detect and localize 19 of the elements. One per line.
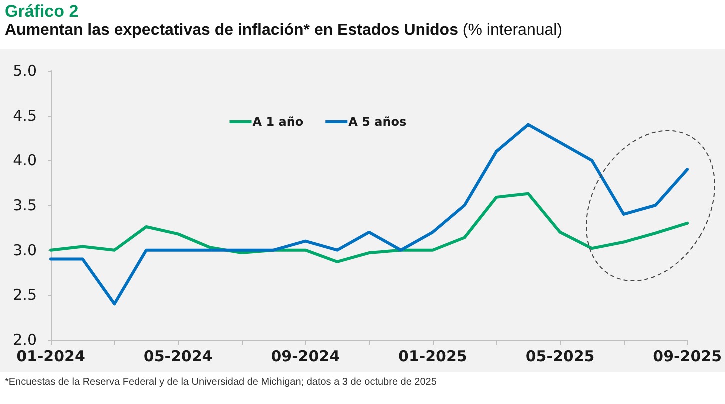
- x-tick-label: 05-2024: [144, 348, 213, 366]
- y-tick-label: 3.5: [13, 196, 37, 214]
- x-tick-label: 01-2025: [398, 348, 468, 366]
- chart-title: Gráfico 2: [5, 2, 79, 22]
- chart-subtitle: Aumentan las expectativas de inflación* en Estados Unidos (% interanual): [5, 22, 563, 39]
- legend-label: A 1 año: [252, 115, 304, 129]
- x-tick-label: 05-2025: [526, 348, 595, 366]
- y-tick-label: 3.0: [13, 241, 37, 260]
- line-series: [50, 192, 690, 264]
- x-tick-label: 01-2024: [16, 348, 86, 366]
- y-tick-label: 5.0: [13, 62, 37, 80]
- text: *Encuestas de la Reserva Federal y de la Universidad de Michigan; datos a 3 de octubre de 2025: [5, 376, 438, 389]
- y-tick-label: 4.0: [13, 152, 37, 170]
- y-tick-label: 2.5: [13, 286, 37, 304]
- x-tick-label: 09-2025: [653, 348, 722, 366]
- y-tick-label: 4.5: [13, 106, 37, 125]
- x-tick-label: 09-2024: [271, 348, 340, 366]
- legend-label: A 5 años: [348, 115, 407, 129]
- y-tick-label: 2.0: [13, 331, 37, 349]
